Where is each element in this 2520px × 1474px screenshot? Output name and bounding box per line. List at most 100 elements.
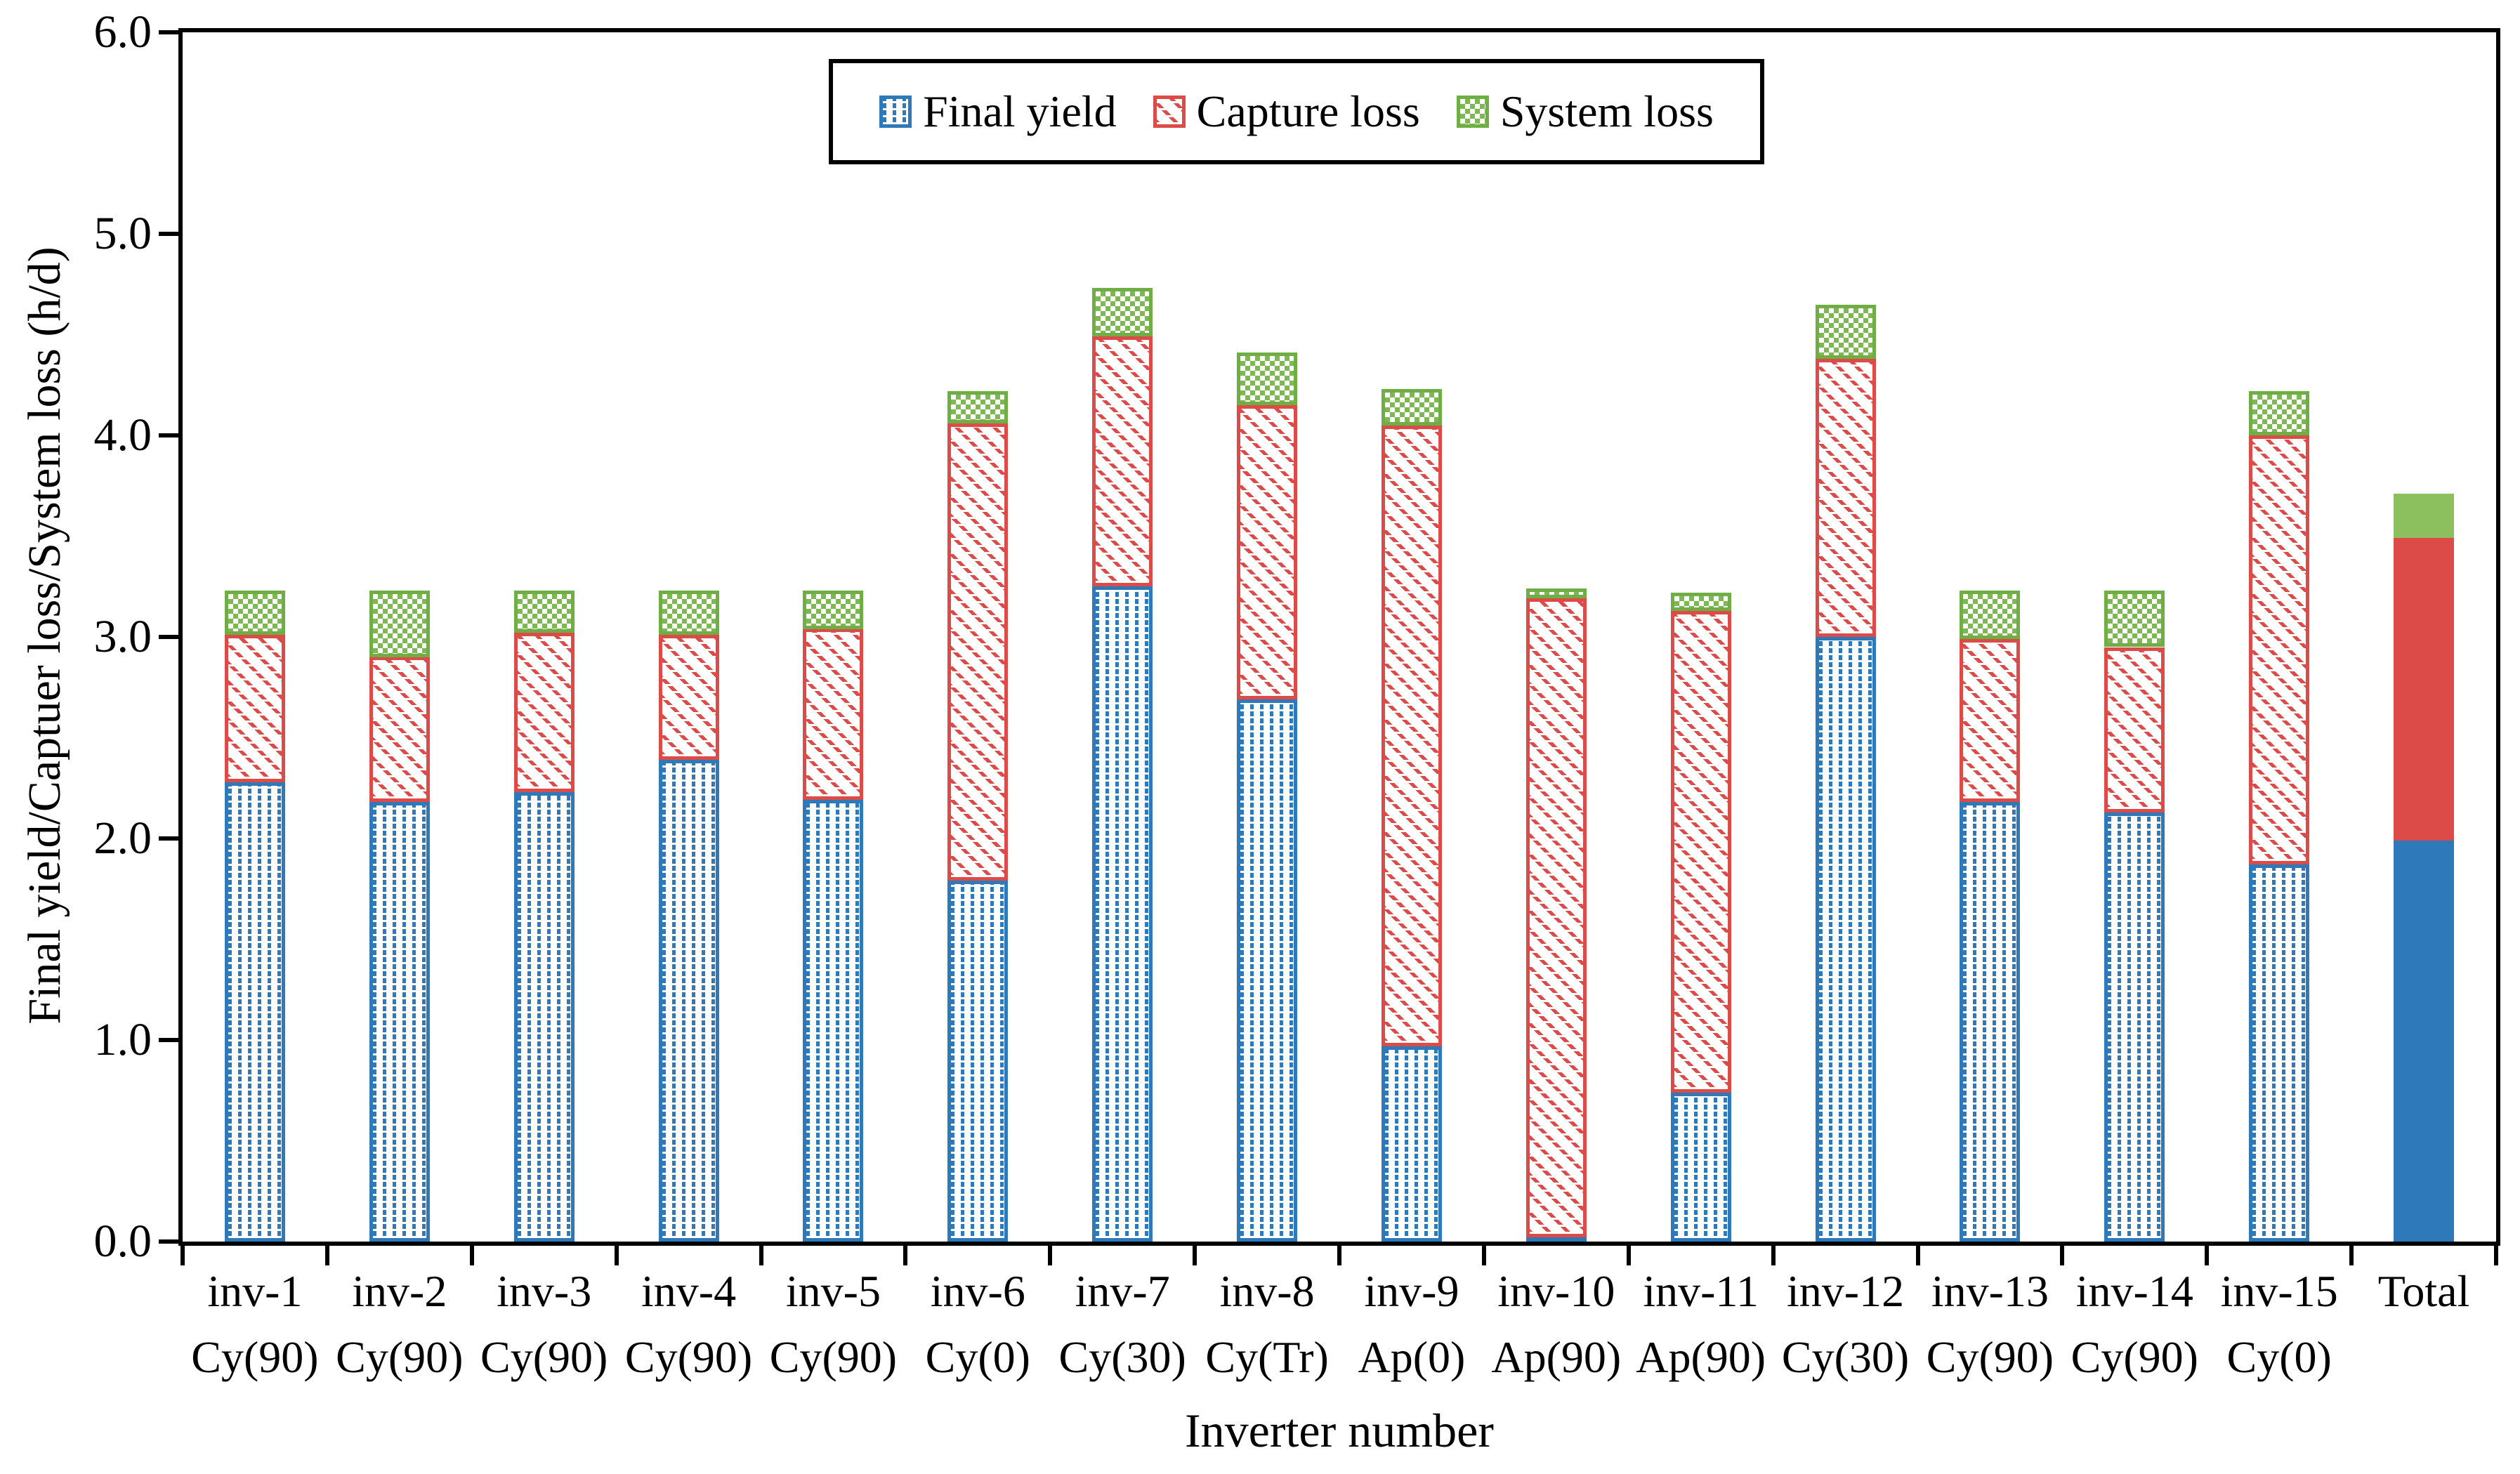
bar-segment-green <box>2104 591 2165 647</box>
category-label: inv-9 <box>1364 1266 1459 1316</box>
bar-segment-green <box>2249 391 2309 435</box>
category-label-group: inv-4 Cy(90) <box>603 1258 775 1390</box>
category-sublabel: Cy(90) <box>2071 1332 2198 1382</box>
category-sublabel: Ap(0) <box>1358 1332 1466 1382</box>
x-axis-tick <box>2349 1246 2354 1265</box>
category-label-group: inv-2 Cy(90) <box>313 1258 486 1390</box>
y-axis-tick <box>159 836 178 841</box>
bar-segment-green <box>225 591 285 635</box>
category-label-group: inv-6 Cy(0) <box>891 1258 1064 1390</box>
y-axis-tick <box>159 635 178 639</box>
category-labels: inv-1 Cy(90) inv-2 Cy(90) inv-3 Cy(90) inv-4 Cy… <box>183 1258 2496 1399</box>
bar-segment-red <box>803 629 863 800</box>
x-axis-tick <box>2494 1246 2498 1265</box>
legend-item: Final yield <box>879 86 1117 138</box>
x-axis-title: Inverter number <box>1185 1404 1494 1457</box>
legend-label: System loss <box>1499 86 1714 136</box>
category-label-group: inv-8 Cy(Tr) <box>1181 1258 1353 1390</box>
category-sublabel: Cy(90) <box>624 1332 753 1382</box>
y-tick-label: 3.0 <box>93 611 152 662</box>
y-axis-tick <box>159 232 178 236</box>
category-sublabel: Cy(0) <box>925 1332 1030 1382</box>
bar-segment-red <box>1526 598 1587 1237</box>
bar-segment-green <box>803 591 863 629</box>
bar-segment-red <box>1960 639 2020 802</box>
bar-segment-red <box>1092 336 1153 586</box>
x-axis-tick <box>1337 1246 1341 1265</box>
bar-segment-green <box>2394 494 2454 538</box>
category-sublabel: Ap(90) <box>1491 1332 1622 1382</box>
y-tick-label: 2.0 <box>93 812 152 864</box>
bar-segment-blue <box>1816 637 1876 1242</box>
bar-segment-red <box>225 635 285 782</box>
category-sublabel: Cy(30) <box>1058 1332 1186 1382</box>
x-axis-tick <box>181 1246 185 1265</box>
category-sublabel: Cy(90) <box>191 1332 319 1382</box>
bar-segment-blue <box>947 881 1008 1242</box>
bar-segment-blue <box>1671 1093 1731 1242</box>
legend: Final yield Capture loss System loss <box>829 59 1764 164</box>
bar-segment-red <box>369 657 430 802</box>
y-axis-tick <box>159 1038 178 1042</box>
category-sublabel: Cy(90) <box>769 1332 898 1382</box>
category-label: inv-8 <box>1219 1266 1315 1316</box>
category-sublabel: Cy(90) <box>480 1332 608 1382</box>
legend-swatch-final-yield-icon <box>879 96 912 128</box>
category-sublabel: Cy(90) <box>1926 1332 2054 1382</box>
category-label: Total <box>2377 1266 2470 1316</box>
category-sublabel: Cy(30) <box>1781 1332 1910 1382</box>
category-label-group: inv-15 Cy(0) <box>2193 1258 2365 1390</box>
category-label-group: inv-13 Cy(90) <box>1904 1258 2077 1390</box>
bar-segment-green <box>1092 288 1153 336</box>
category-label: inv-6 <box>930 1266 1025 1316</box>
x-axis-tick <box>1626 1246 1631 1265</box>
bar-segment-blue <box>2104 812 2165 1242</box>
x-axis-tick <box>324 1246 329 1265</box>
category-label-group: inv-11 Ap(90) <box>1615 1258 1787 1390</box>
bar-segment-blue <box>369 802 430 1242</box>
bar-segment-blue <box>514 792 575 1242</box>
bar-segment-green <box>947 391 1008 423</box>
category-label: inv-13 <box>1931 1266 2049 1316</box>
bar-segment-red <box>659 635 719 760</box>
bar-segment-red <box>947 423 1008 881</box>
y-tick-label: 1.0 <box>93 1014 152 1065</box>
category-sublabel: Ap(90) <box>1636 1332 1766 1382</box>
category-label-group: inv-14 Cy(90) <box>2048 1258 2221 1390</box>
category-label-group: inv-9 Ap(0) <box>1325 1258 1498 1390</box>
x-axis-tick <box>1771 1246 1776 1265</box>
bar-segment-blue <box>1960 802 2020 1242</box>
legend-label: Capture loss <box>1196 86 1420 136</box>
x-axis-tick <box>2205 1246 2210 1265</box>
y-tick-label: 4.0 <box>93 409 152 461</box>
bar-segment-green <box>1960 591 2020 639</box>
bar-segment-blue <box>2249 864 2309 1242</box>
category-label: inv-15 <box>2220 1266 2338 1316</box>
category-label-group: inv-3 Cy(90) <box>458 1258 631 1390</box>
y-tick-label: 5.0 <box>93 208 152 259</box>
x-axis-tick <box>903 1246 908 1265</box>
bar-segment-red <box>1816 359 1876 637</box>
bar-segment-blue <box>1382 1046 1442 1242</box>
category-label-group: Total <box>2337 1258 2510 1324</box>
category-label: inv-5 <box>785 1266 881 1316</box>
bar-segment-blue <box>803 800 863 1242</box>
bar-segment-green <box>1382 389 1442 426</box>
bar-segment-blue <box>225 782 285 1242</box>
category-label: inv-1 <box>207 1266 303 1316</box>
x-axis-tick <box>1915 1246 1920 1265</box>
bar-segment-red <box>1382 426 1442 1046</box>
category-label: inv-11 <box>1643 1266 1759 1316</box>
category-label: inv-3 <box>497 1266 592 1316</box>
y-tick-label: 0.0 <box>93 1216 152 1267</box>
bar-segment-green <box>369 591 430 657</box>
category-label: inv-7 <box>1075 1266 1170 1316</box>
category-sublabel: Cy(90) <box>336 1332 464 1382</box>
bar-segment-green <box>514 591 575 633</box>
legend-item: System loss <box>1456 86 1714 138</box>
x-axis-tick <box>1048 1246 1053 1265</box>
bar-segment-red <box>514 633 575 792</box>
category-label: inv-12 <box>1787 1266 1905 1316</box>
x-axis-tick <box>614 1246 619 1265</box>
bar-segment-green <box>1816 305 1876 359</box>
